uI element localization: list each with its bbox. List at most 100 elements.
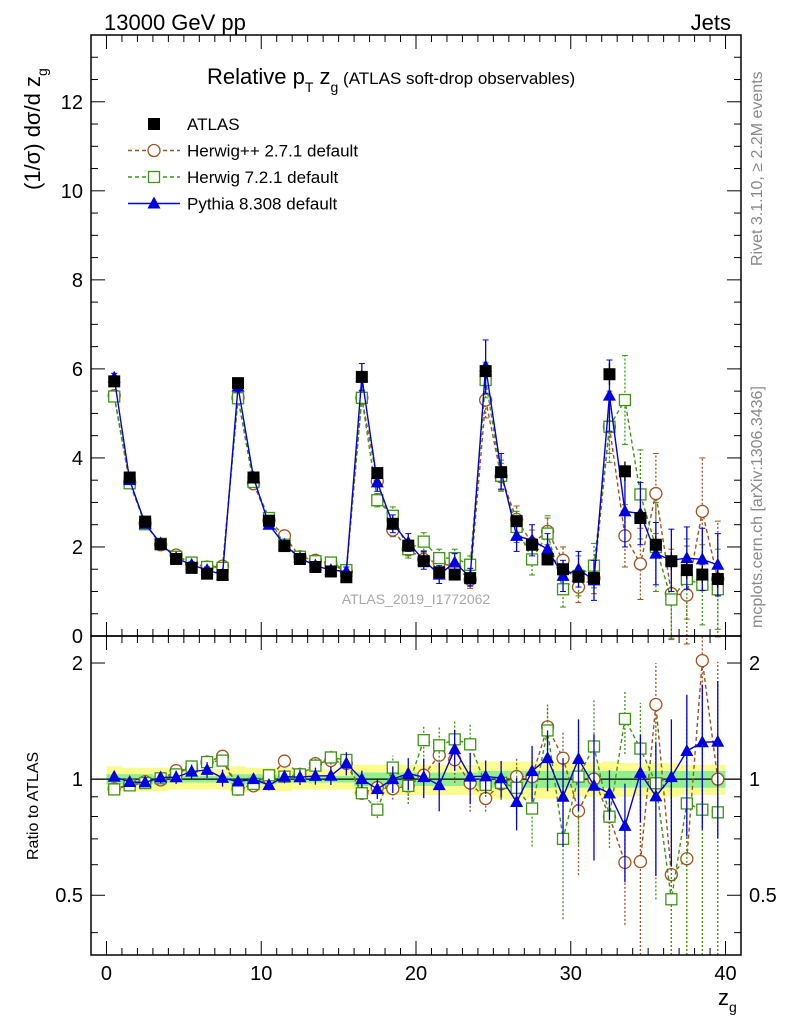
data-point (448, 555, 462, 568)
data-point (108, 390, 121, 403)
data-point (649, 538, 662, 551)
ratio-line-herwigpp (114, 660, 719, 877)
ratio-point (324, 751, 338, 764)
data-point (495, 466, 508, 479)
data-point (371, 494, 384, 507)
data-point (602, 388, 616, 401)
ratio-point (401, 766, 415, 779)
ratio-tick-label-left: 1 (72, 769, 83, 791)
ratio-point (478, 791, 493, 806)
ratio-y-axis-label: Ratio to ATLAS (25, 752, 42, 860)
ratio-point (417, 770, 431, 783)
ratio-point (185, 764, 199, 777)
y-tick-label: 12 (61, 92, 83, 114)
ratio-point (417, 734, 430, 747)
legend-label-herwig7: Herwig 7.2.1 default (187, 168, 338, 187)
ratio-point (277, 754, 292, 768)
series-layer (107, 339, 725, 955)
legend-label-herwigpp: Herwig++ 2.7.1 default (187, 142, 358, 161)
data-point (340, 571, 353, 584)
legend-label-pythia: Pythia 8.308 default (187, 195, 338, 214)
data-point (262, 514, 275, 527)
ratio-point (664, 770, 678, 783)
ratio-point (525, 802, 539, 815)
x-tick-label: 10 (250, 963, 272, 985)
data-point (711, 573, 724, 586)
x-axis-label: zg (718, 985, 737, 1015)
header-energy-label: 13000 GeV pp (104, 10, 246, 35)
data-point (185, 561, 198, 574)
data-point (665, 593, 678, 606)
ratio-point (138, 775, 152, 788)
data-point (680, 551, 694, 564)
x-tick-label: 40 (714, 963, 736, 985)
data-point (557, 563, 570, 576)
y-tick-label: 10 (61, 181, 83, 203)
data-point (587, 572, 600, 585)
ratio-point (448, 742, 462, 755)
ratio-point (633, 854, 648, 869)
ratio-point (602, 786, 616, 799)
data-point (572, 570, 585, 583)
ratio-point (649, 789, 663, 802)
data-point (633, 557, 648, 571)
data-point (541, 553, 554, 566)
ratio-point (247, 772, 260, 785)
ratio-point (216, 754, 229, 767)
data-point (201, 567, 214, 580)
data-point (402, 539, 415, 552)
legend-marker-herwig7 (147, 170, 161, 184)
series-atlas (108, 362, 724, 588)
data-point (510, 528, 524, 541)
data-point (371, 467, 384, 480)
ratio-point (525, 764, 539, 777)
ratio-point (695, 735, 709, 748)
data-point (618, 465, 631, 478)
legend: ATLAS Herwig++ 2.7.1 default Herwig 7.2.1 … (128, 115, 358, 214)
ratio-point (107, 769, 121, 782)
data-point (417, 535, 430, 548)
ratio-point (370, 782, 384, 795)
ratio-point (293, 770, 307, 783)
ratio-point (695, 653, 709, 668)
data-point (634, 512, 647, 525)
ratio-point (464, 738, 477, 751)
data-point (324, 565, 337, 578)
ratio-point (494, 771, 508, 784)
x-tick-label: 20 (405, 963, 427, 985)
data-point (510, 515, 523, 528)
ratio-point (665, 893, 678, 906)
rivet-version-label: Rivet 3.1.10, ≥ 2.2M events (749, 71, 766, 266)
data-point (433, 566, 446, 579)
ratio-point (479, 769, 493, 782)
legend-label-atlas: ATLAS (187, 115, 240, 134)
data-point (293, 552, 306, 565)
data-point (603, 368, 616, 381)
legend-marker-pythia (147, 196, 161, 209)
data-point (370, 475, 384, 488)
legend-marker-herwigpp (147, 143, 161, 158)
ratio-line-pythia (113, 741, 718, 828)
series-line-herwigpp (113, 395, 719, 596)
data-point (309, 560, 322, 573)
data-point (355, 370, 368, 383)
ratio-point (633, 765, 647, 778)
data-point (711, 557, 725, 570)
legend-marker-atlas (148, 118, 160, 130)
ratio-point (541, 751, 555, 764)
data-point (355, 391, 368, 404)
ratio-point (355, 772, 369, 785)
data-point (232, 377, 245, 390)
series-herwig7 (108, 355, 724, 955)
ratio-point (463, 769, 477, 782)
data-point (680, 564, 693, 577)
x-tick-label: 30 (560, 963, 582, 985)
series-line-pythia (113, 366, 719, 582)
ratio-point (277, 769, 291, 782)
ratio-band-layer (106, 761, 726, 799)
ratio-point (231, 774, 245, 787)
data-point (278, 540, 291, 553)
analysis-watermark: ATLAS_2019_I1772062 (342, 591, 491, 607)
ratio-point (355, 787, 368, 800)
